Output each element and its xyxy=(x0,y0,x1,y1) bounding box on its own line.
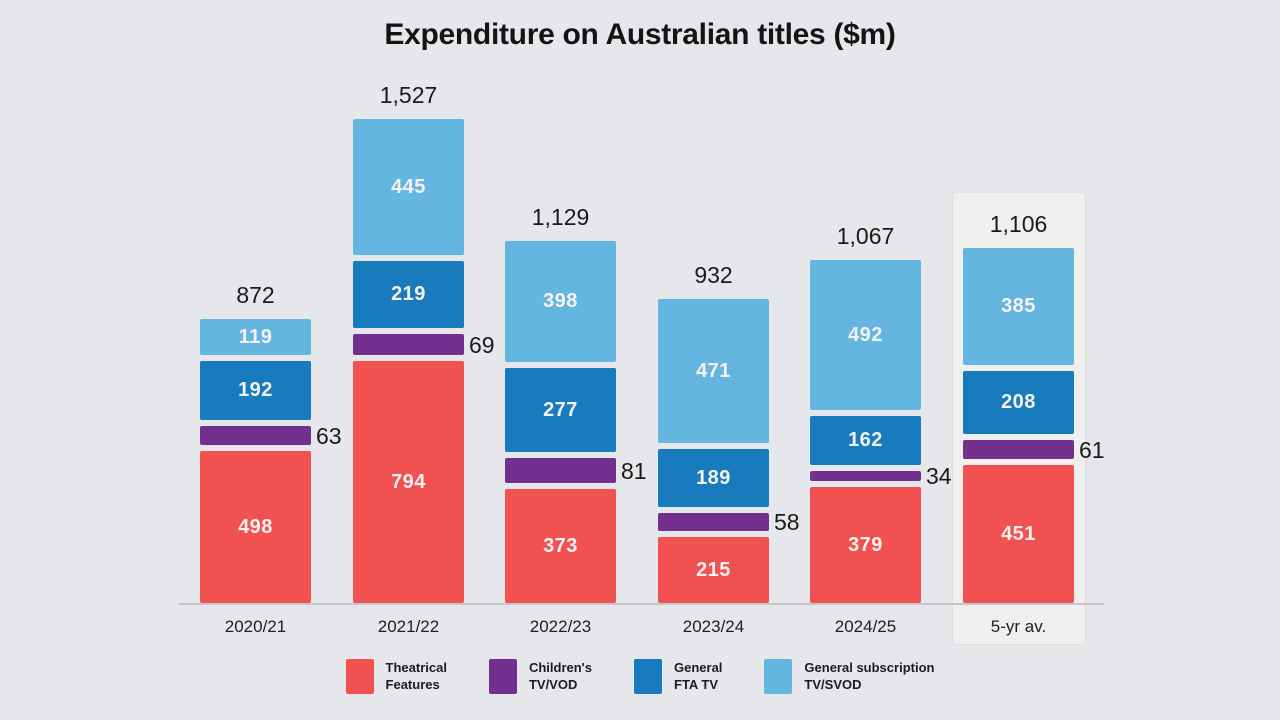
legend-label: Children's TV/VOD xyxy=(528,659,592,692)
legend-item-children-s: Children's TV/VOD xyxy=(488,659,592,694)
bar-segment-general-subscription-tv-svod-2024-25: 492 xyxy=(810,260,921,410)
bar-segment-theatrical-features-5-yr-av: 451 xyxy=(963,465,1074,603)
bar-segment-general-fta-tv-2023-24: 189 xyxy=(658,449,769,507)
x-axis-label-2024-25: 2024/25 xyxy=(834,617,897,636)
value-label-children-s-tv-vod-2023-24: 58 xyxy=(774,509,800,535)
value-label-general-fta-tv-2024-25: 162 xyxy=(848,429,883,451)
value-label-general-fta-tv-2021-22: 219 xyxy=(391,283,426,305)
bar-segment-general-subscription-tv-svod-2021-22: 445 xyxy=(353,119,464,255)
bar-segment-general-subscription-tv-svod-2020-21: 119 xyxy=(200,319,311,355)
bar-segment-children-s-tv-vod-2022-23 xyxy=(505,458,616,483)
value-label-general-subscription-tv-svod-2020-21: 119 xyxy=(238,325,273,348)
x-axis-label-2022-23: 2022/23 xyxy=(529,617,592,636)
bar-segment-children-s-tv-vod-2021-22 xyxy=(353,334,464,355)
bar-segment-children-s-tv-vod-5-yr-av xyxy=(963,440,1074,459)
bar-segment-theatrical-features-2022-23: 373 xyxy=(505,489,616,603)
bar-segment-theatrical-features-2020-21: 498 xyxy=(200,451,311,603)
value-label-children-s-tv-vod-2020-21: 63 xyxy=(316,423,342,449)
bar-segment-children-s-tv-vod-2020-21 xyxy=(200,426,311,445)
legend-swatch-general xyxy=(634,659,662,694)
x-axis-line xyxy=(178,603,1104,605)
value-label-children-s-tv-vod-2021-22: 69 xyxy=(469,332,495,358)
value-label-children-s-tv-vod-2024-25: 34 xyxy=(926,463,952,489)
bar-segment-general-fta-tv-2021-22: 219 xyxy=(353,261,464,328)
x-axis-label-2023-24: 2023/24 xyxy=(682,617,745,636)
legend-label: Theatrical Features xyxy=(385,659,447,692)
value-label-general-fta-tv-2023-24: 189 xyxy=(696,466,731,489)
total-label-2024-25: 1,067 xyxy=(836,223,895,249)
value-label-theatrical-features-2023-24: 215 xyxy=(696,558,731,581)
bar-segment-general-subscription-tv-svod-5-yr-av: 385 xyxy=(963,248,1074,365)
bar-segment-general-fta-tv-2022-23: 277 xyxy=(505,368,616,452)
value-label-general-fta-tv-2022-23: 277 xyxy=(543,398,578,421)
x-axis-label-2021-22: 2021/22 xyxy=(377,617,440,636)
bar-segment-theatrical-features-2023-24: 215 xyxy=(658,537,769,603)
legend-swatch-general-subscription xyxy=(764,659,793,694)
value-label-general-subscription-tv-svod-2023-24: 471 xyxy=(696,359,731,382)
total-label-5-yr-av: 1,106 xyxy=(989,211,1048,237)
x-axis-label-5-yr-av: 5-yr av. xyxy=(990,617,1047,636)
bar-segment-children-s-tv-vod-2023-24 xyxy=(658,513,769,531)
value-label-theatrical-features-2022-23: 373 xyxy=(543,534,578,557)
legend-swatch-theatrical xyxy=(345,659,374,694)
bar-segment-general-subscription-tv-svod-2022-23: 398 xyxy=(505,241,616,362)
bar-segment-general-fta-tv-2020-21: 192 xyxy=(200,361,311,420)
legend-item-general-subscription: General subscription TV/SVOD xyxy=(764,659,934,694)
value-label-children-s-tv-vod-2022-23: 81 xyxy=(621,458,647,484)
legend-label: General subscription TV/SVOD xyxy=(804,659,935,692)
total-label-2020-21: 872 xyxy=(236,282,275,308)
total-label-2021-22: 1,527 xyxy=(379,82,438,108)
bar-segment-general-subscription-tv-svod-2023-24: 471 xyxy=(658,299,769,443)
value-label-theatrical-features-5-yr-av: 451 xyxy=(1001,522,1036,545)
value-label-general-subscription-tv-svod-2024-25: 492 xyxy=(848,323,883,346)
value-label-children-s-tv-vod-5-yr-av: 61 xyxy=(1079,437,1105,463)
x-axis-label-2020-21: 2020/21 xyxy=(224,617,287,636)
legend-label: General FTA TV xyxy=(674,659,723,692)
bar-segment-theatrical-features-2021-22: 794 xyxy=(353,361,464,603)
value-label-theatrical-features-2020-21: 498 xyxy=(238,515,273,538)
bar-segment-general-fta-tv-5-yr-av: 208 xyxy=(963,371,1074,434)
total-label-2022-23: 1,129 xyxy=(531,204,590,230)
value-label-general-fta-tv-5-yr-av: 208 xyxy=(1001,391,1036,413)
value-label-theatrical-features-2024-25: 379 xyxy=(848,533,883,556)
bar-segment-children-s-tv-vod-2024-25 xyxy=(810,471,921,481)
bar-segment-general-fta-tv-2024-25: 162 xyxy=(810,416,921,465)
value-label-general-subscription-tv-svod-5-yr-av: 385 xyxy=(1001,295,1036,317)
value-label-general-subscription-tv-svod-2021-22: 445 xyxy=(391,175,426,198)
chart-title: Expenditure on Australian titles ($m) xyxy=(384,18,896,51)
value-label-theatrical-features-2021-22: 794 xyxy=(391,470,426,493)
legend-swatch-children-s xyxy=(488,659,517,694)
legend-item-general: General FTA TV xyxy=(634,659,722,694)
legend-item-theatrical: Theatrical Features xyxy=(345,659,447,694)
value-label-general-fta-tv-2020-21: 192 xyxy=(238,379,273,401)
legend: Theatrical Features Children's TV/VOD Gene… xyxy=(0,659,1280,694)
bar-segment-theatrical-features-2024-25: 379 xyxy=(810,487,921,603)
value-label-general-subscription-tv-svod-2022-23: 398 xyxy=(543,290,578,312)
total-label-2023-24: 932 xyxy=(694,262,733,288)
